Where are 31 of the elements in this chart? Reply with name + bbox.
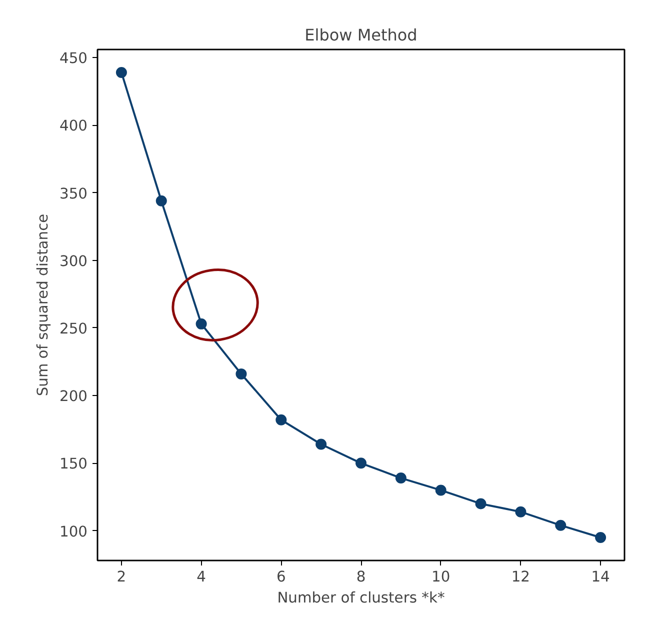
point [555, 520, 566, 531]
point [356, 458, 366, 469]
x-tick-label: 8 [356, 568, 366, 586]
point [116, 66, 127, 78]
point [435, 484, 446, 496]
chart-title: Elbow Method [304, 26, 418, 44]
y-tick-label: 400 [60, 118, 88, 135]
x-tick-label: 4 [196, 568, 206, 586]
x-tick-label: 14 [591, 568, 610, 586]
point [316, 438, 327, 450]
y-axis-title: Sum of squared distance [34, 214, 52, 396]
x-axis-title: Number of clusters *k* [277, 590, 445, 606]
x-tick-label: 6 [276, 568, 286, 586]
y-tick-label: 200 [60, 388, 88, 406]
y-tick-label: 300 [60, 252, 88, 270]
x-tick-label: 12 [511, 568, 530, 586]
y-tick-label: 450 [60, 50, 88, 68]
y-tick-label: 100 [60, 523, 88, 540]
x-tick-label: 2 [116, 568, 126, 586]
point [515, 506, 526, 518]
point [196, 318, 207, 330]
point [276, 414, 287, 426]
y-tick-label: 150 [60, 456, 88, 473]
point [395, 472, 406, 484]
x-tick-label: 10 [432, 568, 450, 586]
point [236, 368, 247, 380]
point [156, 195, 167, 206]
point [475, 498, 486, 510]
y-tick-label: 350 [60, 185, 88, 202]
y-tick-label: 250 [60, 320, 88, 338]
point [595, 532, 606, 544]
